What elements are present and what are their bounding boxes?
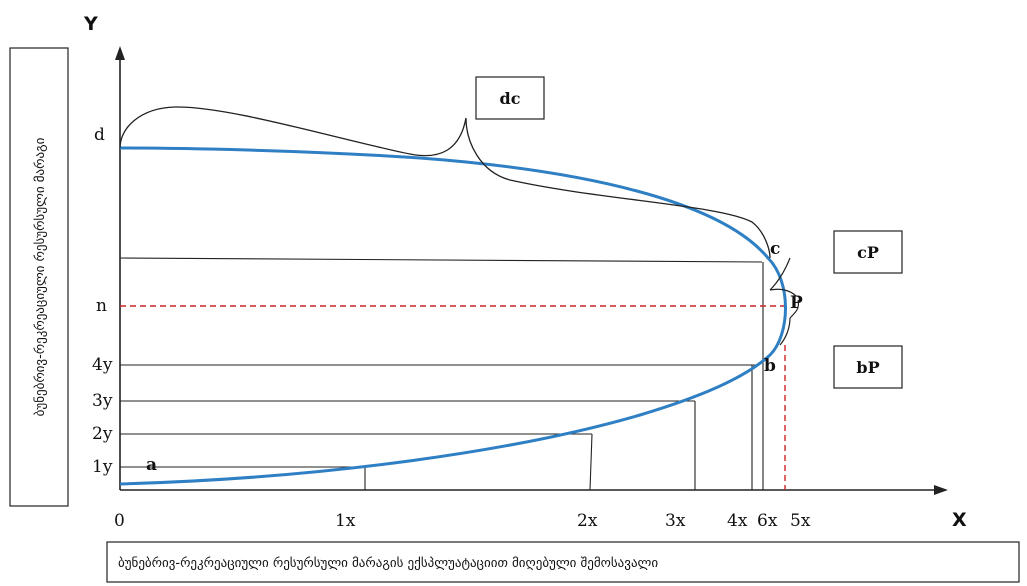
xtick-0: 0 [114, 511, 125, 531]
bp-box-label: bP [856, 358, 879, 377]
vertical-guides [364, 262, 764, 491]
point-c-label: c [770, 239, 780, 259]
x-axis-caption: ბუნებრივ-რეკრეაციული რესურსული მარაგის ე… [118, 556, 658, 571]
ytick-4y: 4y [92, 355, 113, 375]
xtick-5x: 5x [790, 511, 811, 531]
y-caption-box [9, 47, 69, 507]
xtick-4x: 4x [727, 511, 748, 531]
y-axis-caption: ბუნებრივ-რეკრეაციული რესურსული მარაგი [33, 137, 48, 416]
ytick-d: d [94, 125, 105, 145]
vguide-2x [589, 433, 593, 491]
ytick-2y: 2y [92, 424, 113, 444]
point-p-label: P [790, 293, 803, 313]
point-b-label: b [764, 356, 776, 376]
x-axis-arrow-icon [934, 485, 948, 495]
resource-curve [119, 146, 787, 486]
y-axis-label: Y [83, 13, 98, 35]
cp-box-label: cP [857, 243, 879, 262]
brace-lower-icon [779, 299, 800, 346]
envelope-curve [119, 106, 771, 259]
xtick-6x: 6x [757, 511, 778, 531]
x-axis-label: X [952, 509, 967, 531]
horizontal-guides [119, 257, 763, 468]
dc-box-label: dc [500, 89, 521, 108]
ytick-n: n [96, 296, 107, 316]
y-axis-arrow-icon [115, 46, 125, 60]
xtick-3x: 3x [665, 511, 686, 531]
xtick-1x: 1x [335, 511, 356, 531]
ytick-1y: 1y [92, 457, 113, 477]
ytick-3y: 3y [92, 391, 113, 411]
dashed-guides [120, 305, 790, 490]
brace-upper-icon [769, 257, 797, 297]
guide-c [119, 257, 763, 263]
bp-box [833, 345, 903, 389]
cp-box [833, 230, 903, 274]
dc-box [475, 76, 545, 120]
x-caption-box [106, 541, 1020, 583]
point-a-label: a [146, 455, 157, 475]
xtick-2x: 2x [577, 511, 598, 531]
